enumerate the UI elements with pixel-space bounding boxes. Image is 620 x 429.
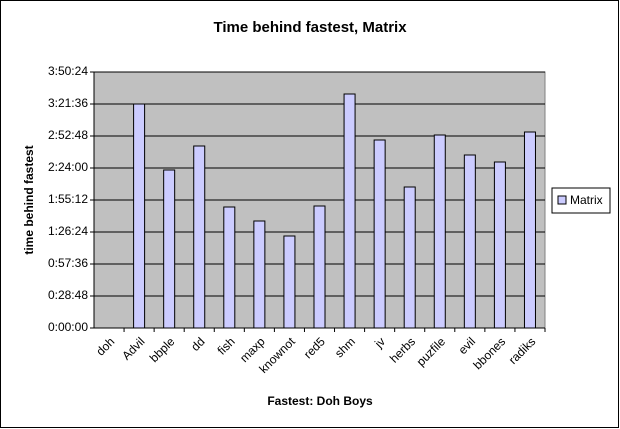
y-tick-label: 3:50:24 — [48, 64, 88, 78]
bar — [223, 206, 236, 329]
bar — [373, 139, 386, 329]
bar — [313, 205, 326, 329]
y-tick-label: 2:52:48 — [48, 128, 88, 142]
y-tick-label: 0:57:36 — [48, 256, 88, 270]
bar — [403, 186, 416, 329]
bar — [133, 103, 146, 329]
y-tick-label: 0:28:48 — [48, 288, 88, 302]
y-axis-title: time behind fastest — [22, 145, 36, 254]
y-tick-label: 2:24:00 — [48, 160, 88, 174]
bar — [253, 220, 266, 329]
bar — [463, 154, 476, 329]
bar — [283, 235, 296, 329]
bar — [493, 161, 506, 329]
bar — [523, 131, 536, 329]
chart-title: Time behind fastest, Matrix — [213, 19, 407, 36]
y-tick-label: 3:21:36 — [48, 96, 88, 110]
legend-swatch — [557, 195, 567, 205]
y-tick-label: 1:55:12 — [48, 192, 88, 206]
bar — [163, 169, 176, 329]
bar — [433, 134, 446, 329]
x-axis-title: Fastest: Doh Boys — [267, 394, 373, 408]
bar — [343, 93, 356, 329]
bar — [193, 145, 206, 329]
y-tick-label: 1:26:24 — [48, 224, 88, 238]
legend-label: Matrix — [570, 193, 603, 207]
y-tick-label: 0:00:00 — [48, 320, 88, 334]
